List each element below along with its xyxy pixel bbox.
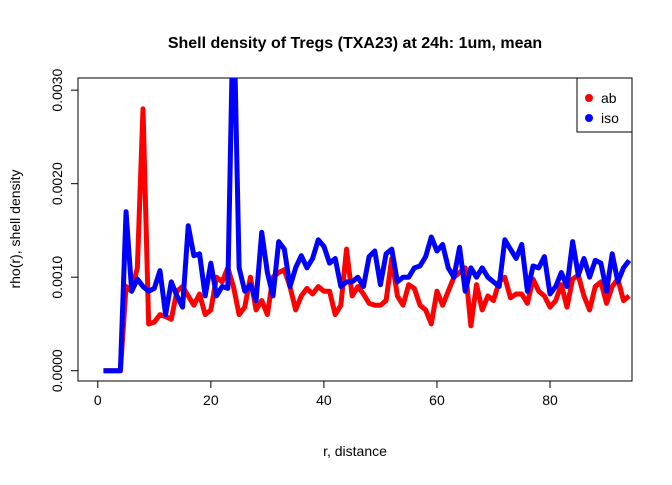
y-tick-label: 0.0020 — [49, 162, 65, 205]
y-tick-label: 0.0000 — [49, 349, 65, 392]
x-tick-label: 20 — [203, 392, 219, 408]
y-tick-label: 0.0030 — [49, 69, 65, 112]
legend-label: iso — [601, 110, 619, 126]
legend-marker — [585, 94, 593, 102]
plot-area — [103, 78, 632, 374]
x-tick-label: 80 — [542, 392, 558, 408]
x-tick-label: 0 — [94, 392, 102, 408]
x-tick-label: 40 — [316, 392, 332, 408]
y-tick-label: 0.0010 — [49, 256, 65, 299]
plot-box — [77, 77, 633, 382]
legend-label: ab — [601, 90, 617, 106]
chart-title: Shell density of Tregs (TXA23) at 24h: 1… — [168, 35, 542, 52]
y-axis-label: rho(r), shell density — [7, 169, 23, 288]
legend-marker — [585, 114, 593, 122]
x-axis-label: r, distance — [323, 443, 387, 459]
data-line — [103, 78, 632, 374]
data-line — [103, 106, 631, 374]
legend-box — [576, 77, 633, 133]
x-tick-label: 60 — [429, 392, 445, 408]
